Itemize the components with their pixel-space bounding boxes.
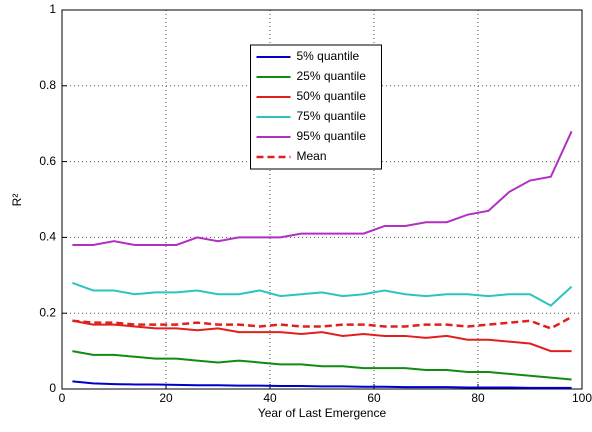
axes-box — [61, 9, 583, 390]
legend-label: 95% quantile — [297, 129, 367, 143]
y-tick-label: 0.2 — [39, 305, 56, 319]
legend-label: 50% quantile — [297, 89, 367, 103]
y-tick-label: 0 — [49, 381, 56, 395]
series-line — [72, 380, 572, 389]
legend-label: Mean — [297, 149, 327, 163]
legend-label: 25% quantile — [297, 69, 367, 83]
x-tick-label: 20 — [159, 391, 173, 405]
legend-box — [250, 44, 382, 170]
x-tick-label: 80 — [471, 391, 485, 405]
y-tick-label: 0.6 — [39, 154, 56, 168]
legend-label: 75% quantile — [297, 109, 367, 123]
series-line — [72, 350, 572, 381]
x-tick-label: 60 — [367, 391, 381, 405]
y-axis-label: R² — [10, 194, 24, 207]
legend: 5% quantile 25% quantile 50% quantile 75% q… — [250, 44, 382, 170]
y-tick-label: 0.8 — [39, 78, 56, 92]
x-tick-label: 100 — [572, 391, 592, 405]
series-line — [72, 315, 573, 330]
y-tick-label: 0.4 — [39, 230, 56, 244]
series-line — [72, 319, 572, 353]
legend-label: 5% quantile — [297, 49, 360, 63]
series-line — [72, 281, 573, 307]
x-tick-label: 40 — [263, 391, 277, 405]
y-tick-label: 1 — [49, 2, 56, 16]
x-axis-label: Year of Last Emergence — [258, 406, 387, 420]
x-tick-label: 0 — [59, 391, 66, 405]
series-line — [72, 130, 573, 246]
